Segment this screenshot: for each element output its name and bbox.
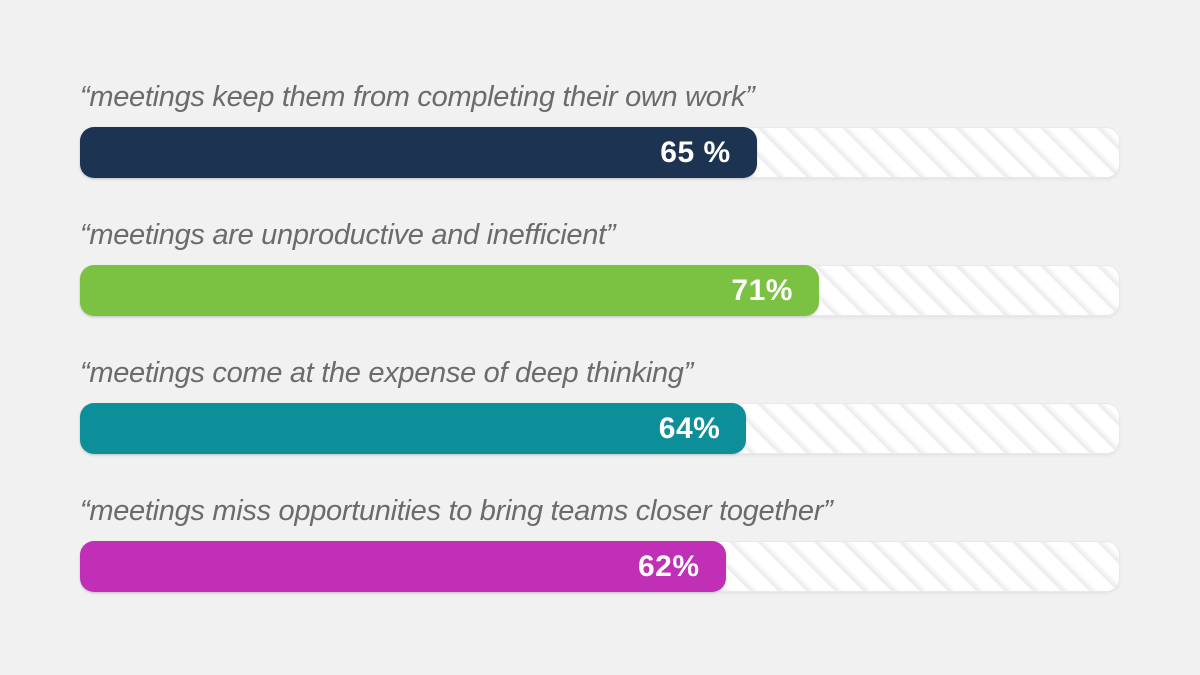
value-label: 64% — [658, 411, 721, 445]
bar-track: 62% — [80, 541, 1120, 592]
bar-fill: 64% — [80, 403, 747, 454]
value-label: 62% — [638, 549, 700, 583]
value-label: 71% — [731, 273, 793, 307]
value-label: 65 % — [660, 135, 731, 169]
bar-track: 71% — [80, 265, 1120, 316]
bar-fill: 71% — [80, 265, 819, 316]
quote-label: “meetings miss opportunities to bring te… — [80, 495, 833, 527]
bar-row: “meetings are unproductive and inefficie… — [80, 216, 1120, 316]
bar-track: 65 % — [80, 127, 1120, 178]
quote-label: “meetings are unproductive and inefficie… — [80, 219, 616, 251]
bar-row: “meetings come at the expense of deep th… — [80, 354, 1120, 454]
quote-label: “meetings come at the expense of deep th… — [80, 357, 693, 389]
bar-fill: 62% — [80, 541, 726, 592]
quote-label: “meetings keep them from completing thei… — [80, 81, 755, 113]
bar-row: “meetings miss opportunities to bring te… — [80, 492, 1120, 592]
bar-row: “meetings keep them from completing thei… — [80, 78, 1120, 178]
bar-fill: 65 % — [80, 127, 757, 178]
bar-track: 64% — [80, 403, 1120, 454]
